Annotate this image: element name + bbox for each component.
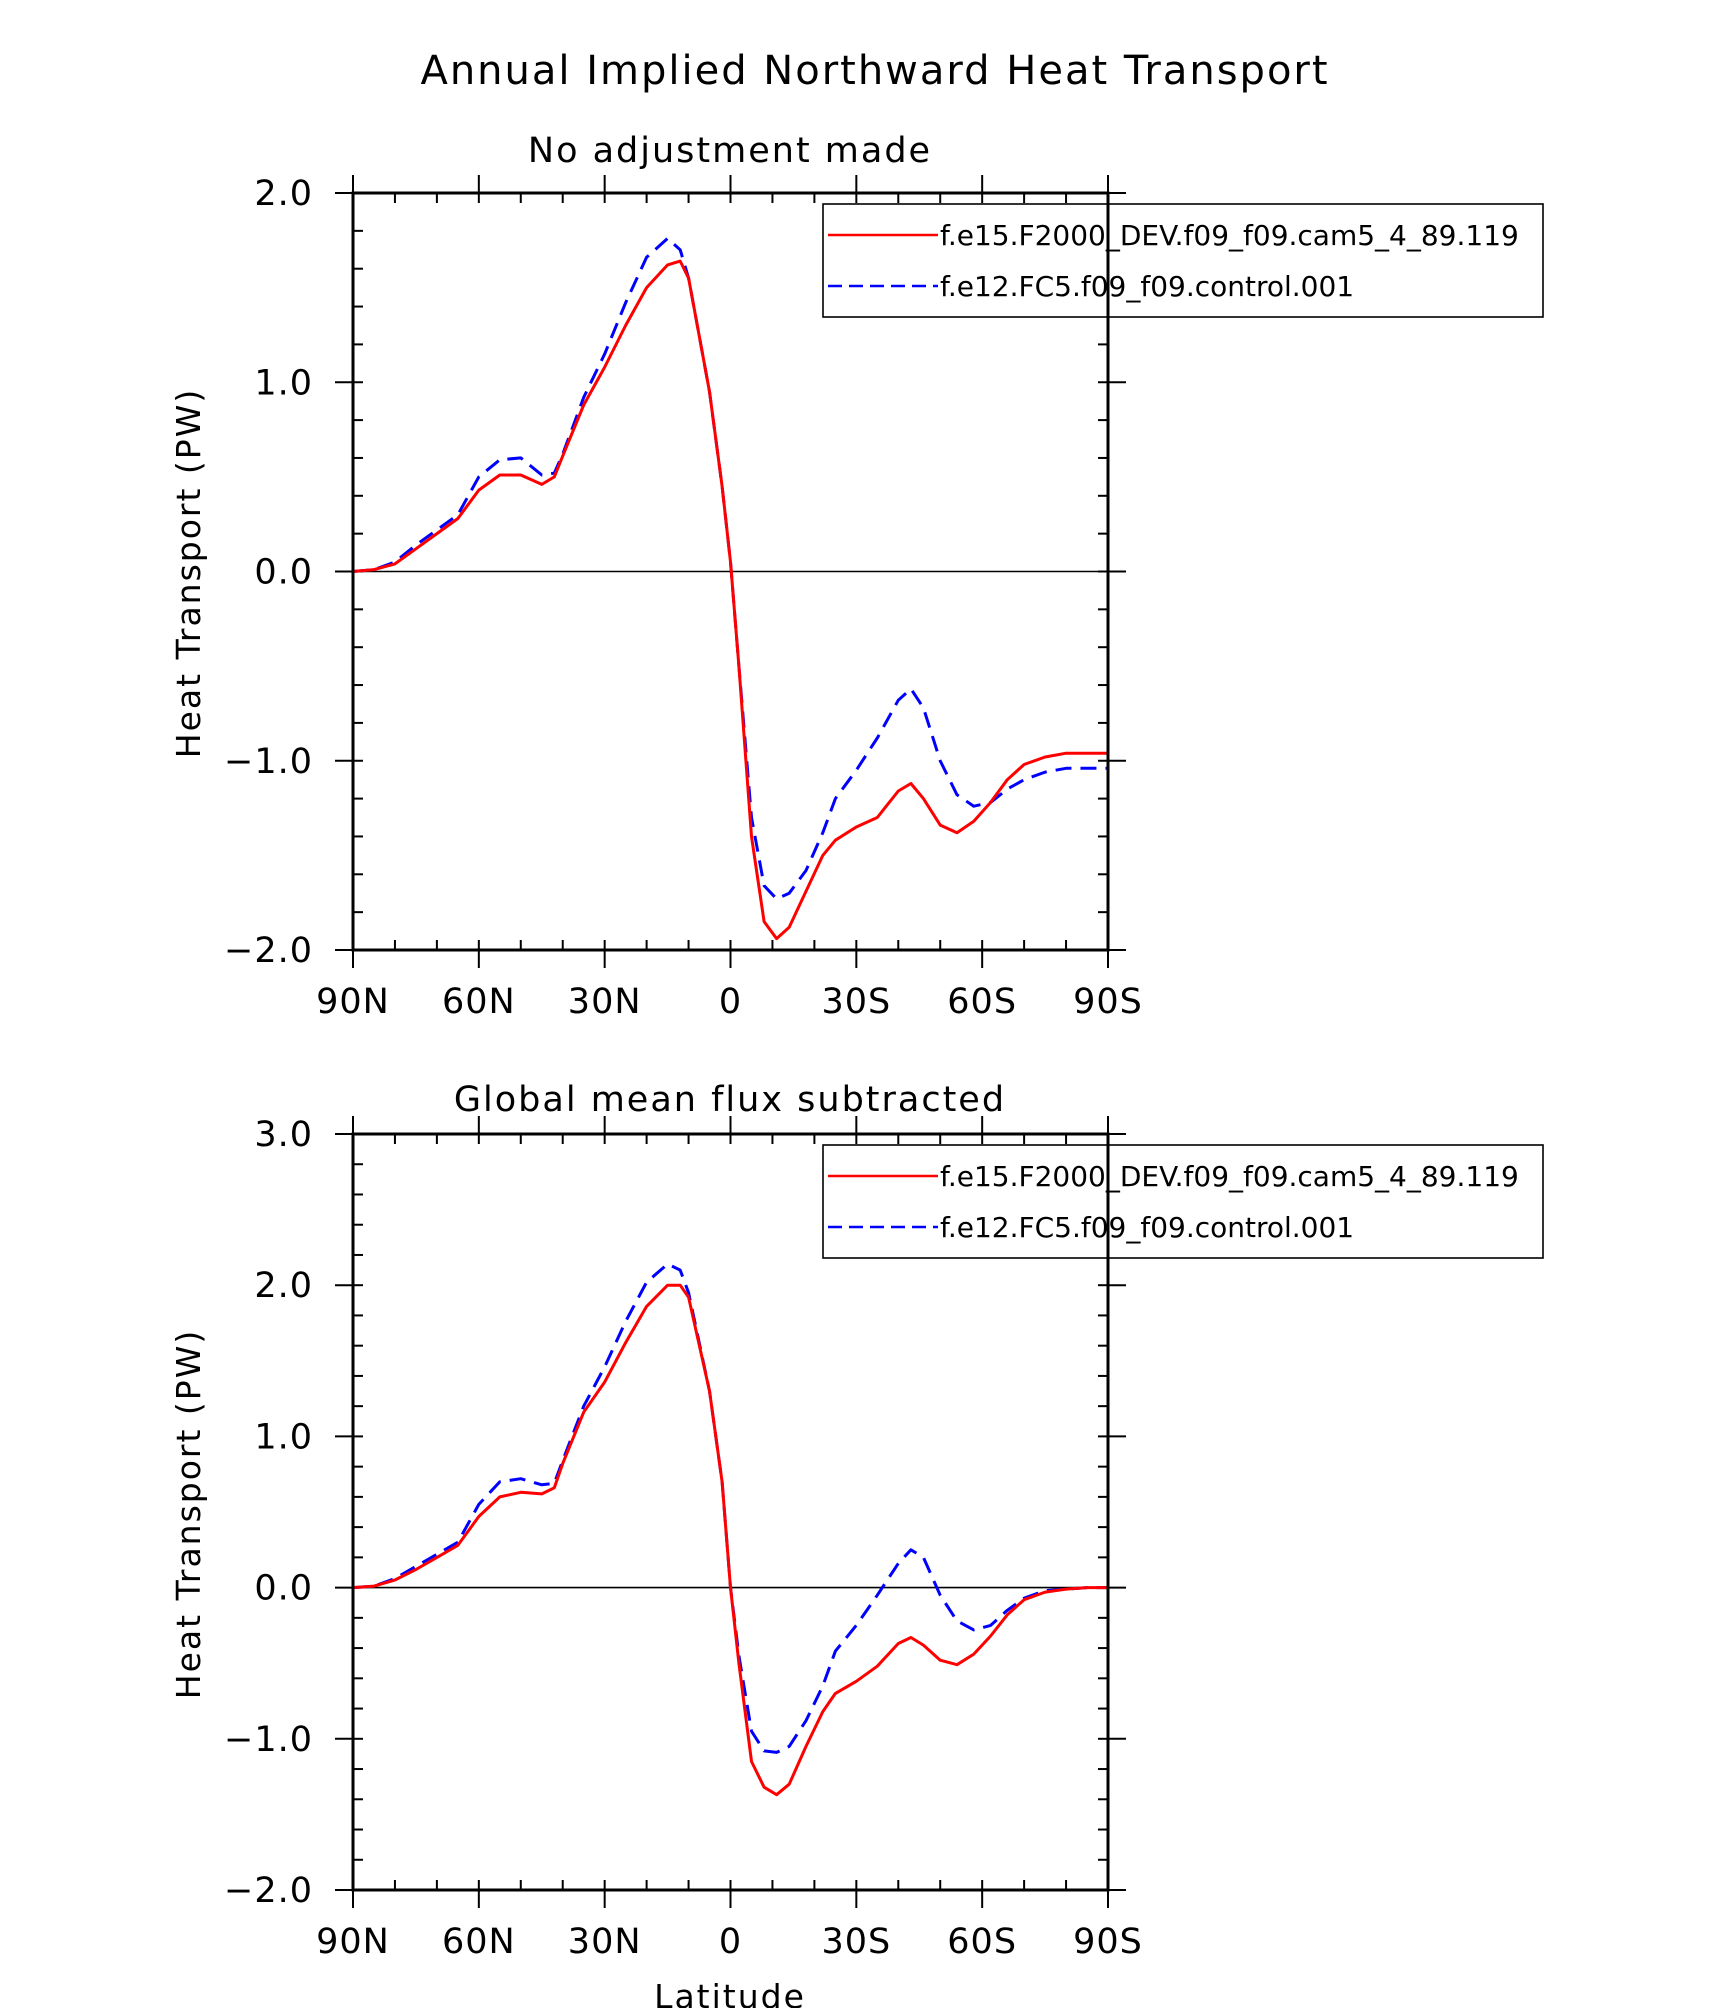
y-tick-label: 3.0	[254, 1115, 313, 1155]
panel-global-mean-subtracted: Global mean flux subtracted Heat Transpo…	[169, 1080, 1544, 1962]
y-tick-label: −1.0	[224, 1720, 313, 1760]
y-tick-label: 2.0	[254, 1266, 313, 1306]
y-axis-label: Heat Transport (PW)	[169, 388, 208, 758]
panel-title: Global mean flux subtracted	[454, 1080, 1006, 1120]
legend-label-series-2: f.e12.FC5.f09_f09.control.001	[940, 270, 1354, 303]
plot-frame	[351, 191, 1110, 952]
legend: f.e15.F2000_DEV.f09_f09.cam5_4_89.119 f.…	[822, 203, 1544, 318]
x-tick-label: 90S	[1073, 1922, 1143, 1962]
x-tick-label: 30N	[568, 982, 642, 1022]
y-axis-label: Heat Transport (PW)	[169, 1329, 208, 1699]
x-tick-label: 60S	[947, 982, 1017, 1022]
x-tick-label: 30S	[821, 1922, 891, 1962]
series-line-f-e15	[351, 259, 1110, 941]
y-tick-label: −2.0	[224, 931, 313, 971]
y-tick-label: 2.0	[254, 174, 313, 214]
x-tick-label: 30N	[568, 1922, 642, 1962]
y-tick-label: −2.0	[224, 1871, 313, 1911]
x-tick-label: 0	[719, 982, 742, 1022]
x-tick-label: 90N	[316, 982, 390, 1022]
series-line-f-e15	[351, 1283, 1110, 1797]
y-tick-label: 0.0	[254, 553, 313, 593]
x-tick-label: 60S	[947, 1922, 1017, 1962]
series-layer	[351, 1262, 1110, 1797]
legend-box	[822, 1144, 1544, 1259]
y-tick-label: 0.0	[254, 1569, 313, 1609]
x-tick-label: 90S	[1073, 982, 1143, 1022]
legend-label-series-1: f.e15.F2000_DEV.f09_f09.cam5_4_89.119	[940, 1160, 1519, 1193]
series-line-f-e12	[352, 1262, 1108, 1754]
panel-no-adjustment: No adjustment made Heat Transport (PW) 2…	[169, 131, 1544, 1022]
y-tick-label: −1.0	[224, 742, 313, 782]
x-tick-label: 90N	[316, 1922, 390, 1962]
figure-title: Annual Implied Northward Heat Transport	[420, 48, 1329, 94]
legend-box	[822, 203, 1544, 318]
y-tick-label: 1.0	[254, 363, 313, 403]
legend: f.e15.F2000_DEV.f09_f09.cam5_4_89.119 f.…	[822, 1144, 1544, 1259]
x-tick-label: 60N	[442, 982, 516, 1022]
legend-label-series-1: f.e15.F2000_DEV.f09_f09.cam5_4_89.119	[940, 219, 1519, 252]
y-tick-label: 1.0	[254, 1417, 313, 1457]
series-layer	[351, 236, 1110, 941]
x-tick-label: 0	[719, 1922, 742, 1962]
x-tick-label: 60N	[442, 1922, 516, 1962]
x-axis-label: Latitude	[654, 1977, 806, 2008]
x-tick-label: 30S	[821, 982, 891, 1022]
legend-label-series-2: f.e12.FC5.f09_f09.control.001	[940, 1211, 1354, 1244]
panel-title: No adjustment made	[528, 131, 932, 171]
plot-frame	[351, 1132, 1110, 1892]
